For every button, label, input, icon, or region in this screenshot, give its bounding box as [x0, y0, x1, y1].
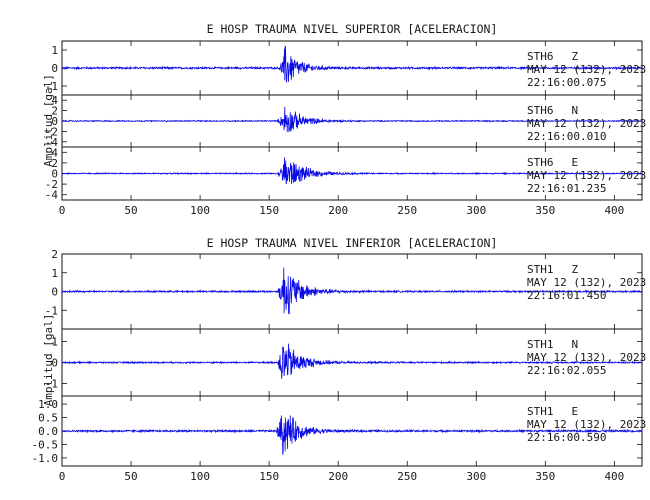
waveform-line: [61, 45, 643, 83]
station-component-label: STH6 Z: [527, 50, 579, 63]
x-tick-label: 50: [124, 204, 137, 217]
record-date-label: MAY 12 (132), 2023: [527, 169, 646, 182]
station-component-label: STH1 N: [527, 338, 578, 351]
y-tick-label: 1.0: [38, 398, 58, 411]
x-tick-label: 350: [535, 470, 555, 483]
y-tick-label: 4: [51, 94, 58, 107]
chart-title: E HOSP TRAUMA NIVEL INFERIOR [ACELERACIO…: [207, 236, 498, 250]
x-tick-label: 200: [328, 204, 348, 217]
y-axis-label: Amplitud [gal]: [42, 74, 55, 167]
x-tick-label: 250: [397, 204, 417, 217]
x-tick-label: 250: [397, 470, 417, 483]
record-time-label: 22:16:01.235: [527, 182, 606, 195]
y-tick-label: 2: [51, 157, 58, 170]
y-tick-label: -2: [45, 178, 58, 191]
record-time-label: 22:16:00.075: [527, 76, 606, 89]
y-axis-label: Amplitud [gal]: [42, 314, 55, 407]
waveform-line: [61, 157, 643, 185]
x-tick-label: 150: [259, 470, 279, 483]
y-tick-label: 2: [51, 105, 58, 118]
x-tick-label: 0: [59, 204, 66, 217]
record-date-label: MAY 12 (132), 2023: [527, 276, 646, 289]
station-component-label: STH6 N: [527, 104, 578, 117]
y-tick-label: 4: [51, 146, 58, 159]
waveform-line: [61, 415, 643, 455]
y-tick-label: -1: [45, 80, 58, 93]
y-tick-label: -2: [45, 125, 58, 138]
x-tick-label: 300: [466, 470, 486, 483]
x-tick-label: 0: [59, 470, 66, 483]
station-component-label: STH6 E: [527, 156, 578, 169]
station-component-label: STH1 Z: [527, 263, 579, 276]
y-tick-label: 1: [51, 336, 58, 349]
x-tick-label: 100: [190, 470, 210, 483]
waveform-line: [61, 267, 642, 315]
y-tick-label: -4: [45, 136, 59, 149]
station-component-label: STH1 E: [527, 405, 578, 418]
y-tick-label: 0: [51, 115, 58, 128]
record-time-label: 22:16:00.590: [527, 431, 606, 444]
y-tick-label: 0: [51, 62, 58, 75]
y-tick-label: 1: [51, 267, 58, 280]
record-time-label: 22:16:02.055: [527, 364, 606, 377]
record-date-label: MAY 12 (132), 2023: [527, 63, 646, 76]
x-tick-label: 400: [604, 470, 624, 483]
x-tick-label: 50: [124, 470, 137, 483]
x-tick-label: 200: [328, 470, 348, 483]
x-tick-label: 400: [604, 204, 624, 217]
y-tick-label: -0.5: [32, 438, 59, 451]
record-date-label: MAY 12 (132), 2023: [527, 351, 646, 364]
y-tick-label: 0: [51, 357, 58, 370]
y-tick-label: -4: [45, 189, 59, 202]
chart-title: E HOSP TRAUMA NIVEL SUPERIOR [ACELERACIO…: [207, 22, 498, 36]
record-date-label: MAY 12 (132), 2023: [527, 117, 646, 130]
x-tick-label: 350: [535, 204, 555, 217]
y-tick-label: -1: [45, 377, 58, 390]
y-tick-label: 1: [51, 44, 58, 57]
waveform-line: [61, 106, 643, 133]
y-tick-label: -1.0: [32, 452, 59, 465]
y-tick-label: 2: [51, 248, 58, 261]
record-time-label: 22:16:01.450: [527, 289, 606, 302]
waveform-line: [61, 343, 643, 380]
y-tick-label: -1: [45, 304, 58, 317]
y-tick-label: 0: [51, 286, 58, 299]
y-tick-label: 0.0: [38, 425, 58, 438]
x-tick-label: 300: [466, 204, 486, 217]
record-time-label: 22:16:00.010: [527, 130, 606, 143]
record-date-label: MAY 12 (132), 2023: [527, 418, 646, 431]
x-tick-label: 100: [190, 204, 210, 217]
y-tick-label: 0: [51, 168, 58, 181]
y-tick-label: 0.5: [38, 412, 58, 425]
x-tick-label: 150: [259, 204, 279, 217]
